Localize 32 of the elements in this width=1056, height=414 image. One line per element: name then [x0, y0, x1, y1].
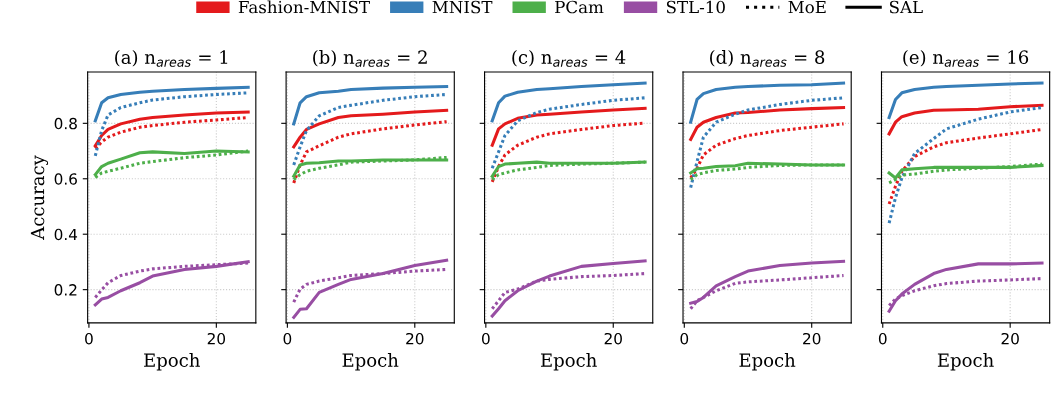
y-axis-title: Accuracy [30, 155, 49, 240]
y-tick-label: 0.8 [54, 117, 77, 130]
chart-title: (a) n$_{areas}$ = 1 [115, 49, 228, 67]
y-tick-label: 0.6 [54, 173, 77, 185]
x-axis-title: Epoch [540, 352, 597, 371]
text: SAL [889, 0, 923, 14]
x-tick-label: 0 [878, 332, 887, 345]
x-axis-title: Epoch [937, 352, 994, 371]
legend-label: Fashion-MNIST [238, 0, 370, 14]
x-axis-title: Epoch [144, 352, 200, 371]
x-tick-label: 20 [803, 332, 821, 345]
x-axis-title: Epoch [342, 352, 399, 371]
x-tick-label: 0 [481, 332, 490, 345]
chart-title: (e) n$_{areas}$ = 16 [903, 49, 1029, 67]
x-tick-label: 20 [604, 332, 622, 345]
x-tick-label: 20 [1001, 332, 1019, 345]
chart-title: (b) n$_{areas}$ = 2 [313, 49, 427, 67]
x-axis-title: Epoch [739, 352, 796, 371]
y-tick-label: 0.2 [54, 284, 77, 296]
y-tick-label: 0.4 [54, 228, 78, 241]
x-tick-label: 20 [406, 332, 424, 345]
legend-label: STL-10 [666, 0, 725, 14]
x-tick-label: 0 [283, 332, 292, 345]
x-tick-label: 0 [680, 332, 689, 345]
x-tick-label: 20 [207, 332, 226, 345]
legend-label: PCam [555, 0, 604, 14]
legend-label: MNIST [432, 0, 493, 14]
chart-title: (d) n$_{areas}$ = 8 [710, 49, 825, 67]
line-series [93, 85, 250, 123]
x-tick-label: 0 [85, 332, 93, 345]
text: MoE [788, 0, 826, 14]
chart-title: (c) n$_{areas}$ = 4 [512, 49, 626, 67]
